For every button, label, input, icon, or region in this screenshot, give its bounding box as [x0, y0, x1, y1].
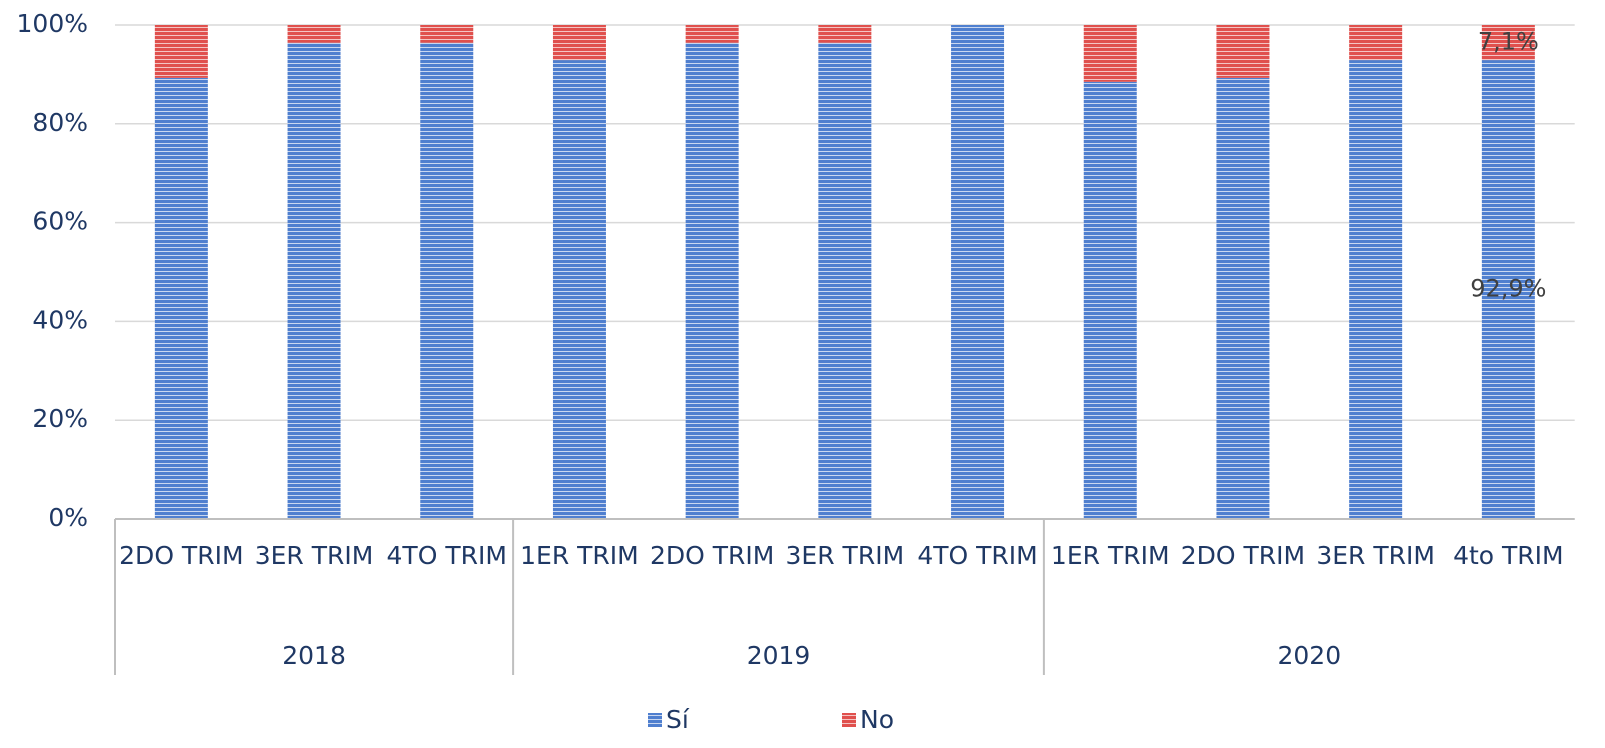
bar-segment	[420, 42, 474, 520]
bar-segment	[287, 42, 341, 520]
x-tick-label: 4to TRIM	[1453, 541, 1564, 570]
bar-segment	[1083, 25, 1137, 82]
x-tick-label: 2DO TRIM	[649, 541, 775, 570]
bar-segment	[1216, 25, 1270, 78]
bar-segment	[154, 77, 208, 519]
x-tick-label: 2DO TRIM	[119, 541, 244, 570]
x-tick-label: 4TO TRIM	[386, 541, 507, 570]
bar-segment	[552, 25, 606, 61]
bar-segment	[1349, 25, 1403, 61]
bar-segment	[1349, 60, 1403, 519]
x-tick-label: 3ER TRIM	[785, 541, 905, 570]
x-tick-label: 3ER TRIM	[1316, 541, 1435, 570]
legend-swatch	[648, 713, 662, 727]
data-label: 7,1%	[1478, 28, 1539, 56]
data-label: 92,9%	[1470, 275, 1546, 303]
bar-segment	[685, 25, 739, 43]
bar-segment	[154, 25, 208, 78]
y-tick-label: 60%	[32, 207, 88, 236]
group-label: 2018	[282, 641, 346, 670]
y-tick-label: 20%	[32, 404, 88, 433]
legend-label: Sí	[666, 705, 690, 734]
y-tick-label: 40%	[32, 305, 88, 334]
bar-segment	[685, 42, 739, 520]
bar-segment	[1216, 77, 1270, 519]
x-tick-label: 4TO TRIM	[917, 541, 1038, 570]
bar-segment	[420, 25, 474, 43]
bar-segment	[287, 25, 341, 43]
x-tick-label: 1ER TRIM	[520, 541, 639, 570]
group-label: 2019	[747, 641, 811, 670]
bar-segment	[951, 25, 1005, 519]
x-tick-label: 3ER TRIM	[254, 541, 374, 570]
x-tick-label: 2DO TRIM	[1180, 541, 1306, 570]
group-label: 2020	[1277, 641, 1341, 670]
bar-segment	[1481, 25, 1535, 61]
y-tick-label: 80%	[32, 108, 88, 137]
bar-segment	[1481, 60, 1535, 519]
y-tick-label: 100%	[17, 9, 88, 38]
legend-label: No	[860, 705, 894, 734]
y-tick-label: 0%	[48, 503, 88, 532]
bar-segment	[818, 42, 872, 520]
bar-segment	[1083, 81, 1137, 519]
bar-segment	[552, 60, 606, 519]
bar-segment	[818, 25, 872, 43]
x-tick-label: 1ER TRIM	[1050, 541, 1170, 570]
legend-swatch	[842, 713, 856, 727]
